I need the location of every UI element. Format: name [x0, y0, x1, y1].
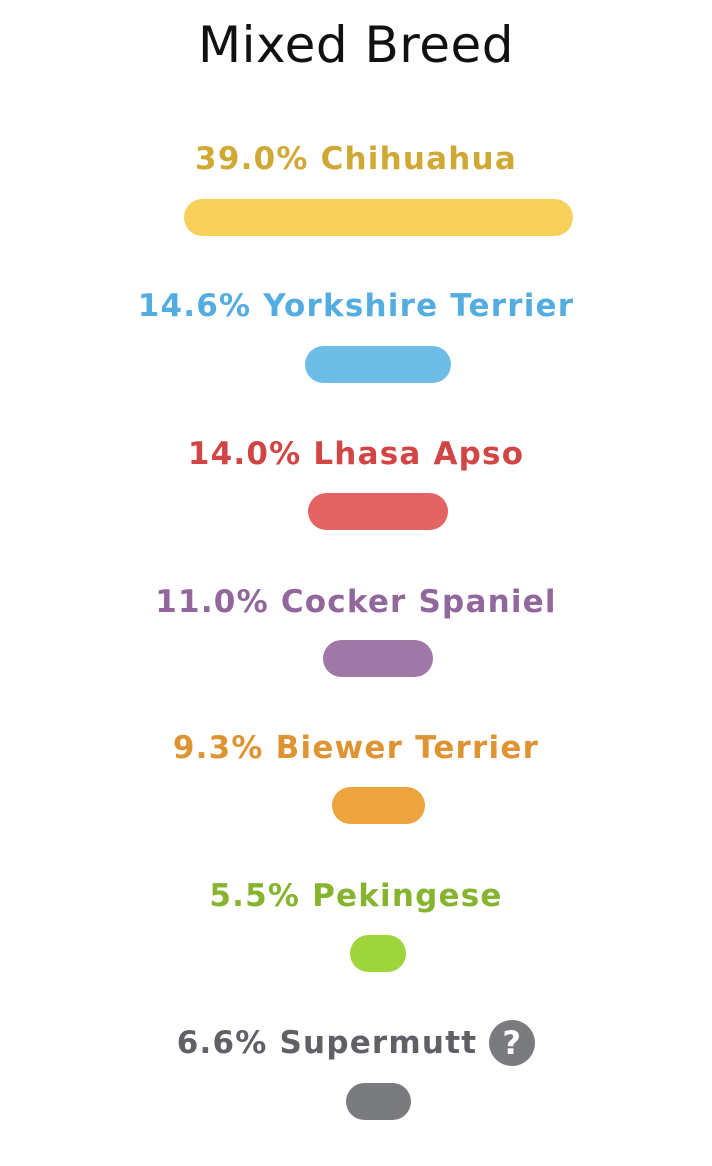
breed-bar-supermutt [346, 1083, 411, 1120]
breed-label-supermutt-row: 6.6% Supermutt ? [0, 1020, 712, 1066]
breed-bar-biewer-terrier [332, 787, 425, 824]
page-title: Mixed Breed [198, 16, 514, 74]
breed-bar-lhasa-apso [308, 493, 448, 530]
breed-label-pekingese: 5.5% Pekingese [209, 878, 503, 914]
breed-label-cocker-spaniel: 11.0% Cocker Spaniel [155, 584, 557, 620]
breed-bar-cocker-spaniel [323, 640, 433, 677]
question-circle-icon[interactable]: ? [489, 1020, 536, 1066]
breed-bar-chihuahua [184, 199, 573, 236]
breed-bar-pekingese [350, 935, 406, 972]
breed-label-biewer-terrier: 9.3% Biewer Terrier [172, 730, 540, 766]
breed-label-lhasa-apso: 14.0% Lhasa Apso [187, 436, 525, 472]
breed-label-supermutt: 6.6% Supermutt [176, 1025, 478, 1061]
breed-bar-yorkshire-terrier [305, 346, 451, 383]
breed-label-yorkshire-terrier: 14.6% Yorkshire Terrier [137, 288, 575, 324]
breed-label-chihuahua: 39.0% Chihuahua [195, 141, 517, 177]
